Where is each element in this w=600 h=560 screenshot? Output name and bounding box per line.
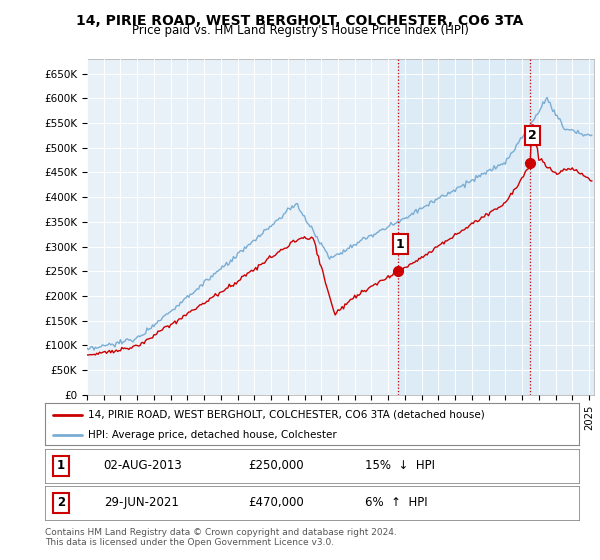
Text: 14, PIRIE ROAD, WEST BERGHOLT, COLCHESTER, CO6 3TA (detached house): 14, PIRIE ROAD, WEST BERGHOLT, COLCHESTE… (88, 410, 484, 420)
Text: 1: 1 (396, 237, 405, 250)
Text: £470,000: £470,000 (248, 496, 304, 510)
Bar (398, 59, 530, 395)
Text: 02-AUG-2013: 02-AUG-2013 (104, 459, 182, 473)
Text: 2: 2 (57, 496, 65, 510)
Text: 2: 2 (529, 129, 537, 142)
Text: 14, PIRIE ROAD, WEST BERGHOLT, COLCHESTER, CO6 3TA: 14, PIRIE ROAD, WEST BERGHOLT, COLCHESTE… (76, 14, 524, 28)
Text: 15%  ↓  HPI: 15% ↓ HPI (365, 459, 436, 473)
Text: 1: 1 (57, 459, 65, 473)
Text: Price paid vs. HM Land Registry's House Price Index (HPI): Price paid vs. HM Land Registry's House … (131, 24, 469, 37)
Bar (530, 59, 594, 395)
Text: HPI: Average price, detached house, Colchester: HPI: Average price, detached house, Colc… (88, 430, 337, 440)
Text: £250,000: £250,000 (248, 459, 304, 473)
Text: 29-JUN-2021: 29-JUN-2021 (104, 496, 179, 510)
Text: 6%  ↑  HPI: 6% ↑ HPI (365, 496, 428, 510)
Text: Contains HM Land Registry data © Crown copyright and database right 2024.
This d: Contains HM Land Registry data © Crown c… (45, 528, 397, 547)
